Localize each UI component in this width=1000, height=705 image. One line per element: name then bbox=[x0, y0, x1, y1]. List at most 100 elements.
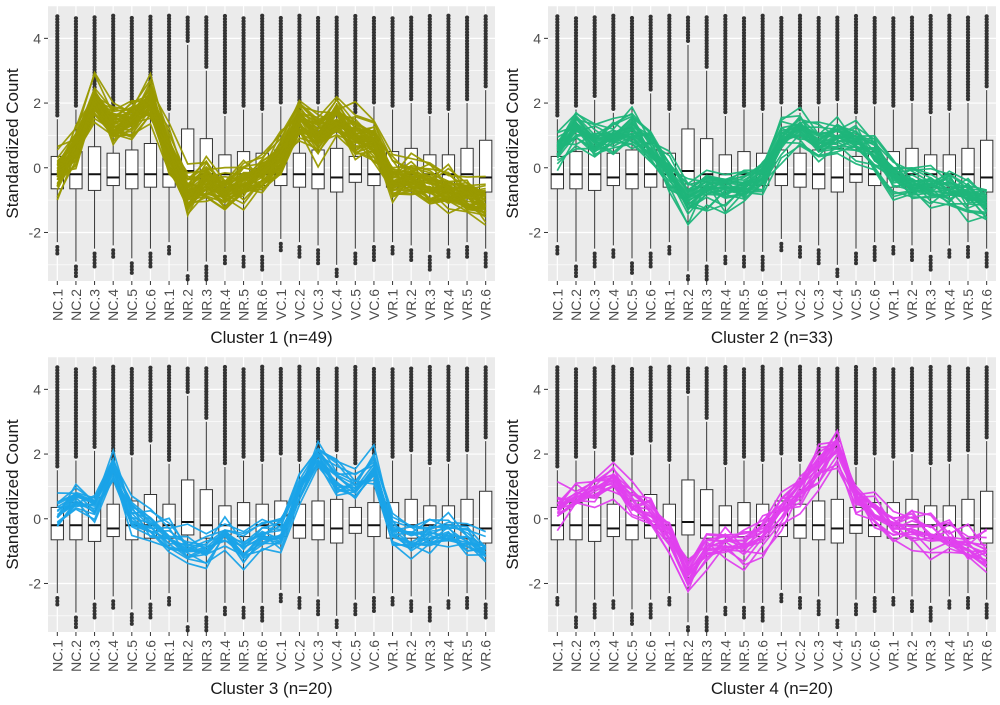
outlier-point bbox=[629, 15, 635, 21]
outlier-point bbox=[797, 396, 803, 401]
outlier-point bbox=[166, 373, 172, 378]
outlier-point bbox=[629, 91, 635, 96]
outlier-point bbox=[409, 404, 414, 409]
outlier-point bbox=[483, 40, 488, 45]
outlier-point bbox=[741, 451, 747, 456]
x-tick-label: NR.5 bbox=[736, 640, 752, 672]
outlier-point bbox=[760, 449, 765, 454]
outlier-point bbox=[872, 445, 877, 450]
outlier-point bbox=[241, 431, 246, 436]
outlier-point bbox=[779, 592, 784, 597]
outlier-point bbox=[334, 56, 339, 61]
outlier-point bbox=[965, 378, 971, 383]
outlier-point bbox=[409, 47, 414, 52]
outlier-point bbox=[427, 31, 432, 36]
outlier-point bbox=[73, 448, 79, 453]
outlier-point bbox=[984, 385, 989, 390]
outlier-point bbox=[334, 395, 339, 400]
outlier-point bbox=[260, 68, 265, 74]
outlier-point bbox=[835, 366, 840, 371]
outlier-point bbox=[835, 372, 840, 377]
outlier-point bbox=[704, 23, 709, 29]
outlier-point bbox=[371, 97, 377, 102]
outlier-point bbox=[446, 57, 451, 62]
outlier-point bbox=[129, 42, 134, 47]
outlier-point bbox=[222, 28, 228, 33]
outlier-point bbox=[835, 424, 840, 429]
boxplot-NC.5 bbox=[125, 15, 139, 275]
outlier-point bbox=[648, 64, 653, 69]
outlier-point bbox=[891, 74, 896, 79]
outlier-point bbox=[816, 372, 821, 377]
boxplot-NR.6 bbox=[255, 364, 269, 623]
outlier-point bbox=[483, 14, 488, 19]
outlier-point bbox=[73, 387, 79, 392]
outlier-point bbox=[353, 423, 358, 428]
outlier-point bbox=[73, 434, 79, 439]
outlier-point bbox=[222, 458, 228, 463]
outlier-point bbox=[573, 71, 579, 76]
outlier-point bbox=[872, 82, 877, 88]
outlier-point bbox=[409, 608, 414, 613]
outlier-point bbox=[73, 270, 78, 275]
outlier-point bbox=[630, 264, 634, 269]
outlier-point bbox=[73, 80, 79, 85]
outlier-point bbox=[316, 261, 321, 266]
outlier-point bbox=[427, 261, 432, 266]
outlier-point bbox=[315, 18, 321, 23]
outlier-point bbox=[241, 396, 246, 401]
outlier-point bbox=[741, 402, 747, 407]
outlier-point bbox=[241, 402, 246, 407]
outlier-point bbox=[797, 45, 803, 50]
x-tick-label: NC.3 bbox=[87, 289, 103, 321]
outlier-point bbox=[111, 399, 116, 404]
outlier-point bbox=[872, 451, 877, 456]
outlier-point bbox=[464, 433, 470, 438]
outlier-point bbox=[73, 22, 79, 27]
outlier-point bbox=[723, 89, 728, 94]
outlier-point bbox=[390, 402, 395, 407]
outlier-point bbox=[353, 69, 358, 74]
outlier-point bbox=[353, 107, 358, 112]
outlier-point bbox=[315, 381, 321, 386]
outlier-point bbox=[92, 380, 97, 385]
outlier-point bbox=[222, 22, 228, 27]
outlier-point bbox=[204, 406, 209, 412]
outlier-point bbox=[741, 390, 747, 395]
outlier-point bbox=[667, 443, 672, 448]
outlier-point bbox=[241, 393, 246, 398]
x-tick-label: NR.4 bbox=[717, 640, 733, 672]
outlier-point bbox=[891, 416, 896, 421]
outlier-point bbox=[148, 64, 153, 69]
outlier-point bbox=[910, 602, 914, 607]
outlier-point bbox=[111, 419, 116, 425]
outlier-point bbox=[853, 405, 859, 410]
outlier-point bbox=[573, 396, 579, 401]
outlier-point bbox=[483, 52, 488, 57]
outlier-point bbox=[409, 73, 414, 78]
outlier-point bbox=[353, 426, 358, 431]
outlier-point bbox=[910, 254, 914, 259]
outlier-point bbox=[611, 393, 616, 398]
outlier-point bbox=[371, 390, 377, 395]
outlier-point bbox=[260, 103, 265, 109]
boxplot-VR.6 bbox=[980, 365, 994, 620]
outlier-point bbox=[984, 435, 989, 440]
outlier-point bbox=[704, 615, 709, 620]
outlier-point bbox=[872, 372, 877, 377]
outlier-point bbox=[816, 91, 821, 96]
outlier-point bbox=[297, 28, 302, 33]
outlier-point bbox=[390, 45, 395, 50]
outlier-point bbox=[611, 25, 616, 30]
outlier-point bbox=[483, 414, 488, 419]
outlier-point bbox=[334, 79, 339, 84]
outlier-point bbox=[483, 406, 488, 411]
outlier-point bbox=[390, 370, 395, 375]
outlier-point bbox=[723, 373, 728, 378]
outlier-point bbox=[111, 66, 116, 71]
outlier-point bbox=[166, 419, 172, 425]
outlier-point bbox=[111, 13, 116, 18]
outlier-point bbox=[928, 92, 933, 97]
outlier-point bbox=[872, 430, 877, 436]
